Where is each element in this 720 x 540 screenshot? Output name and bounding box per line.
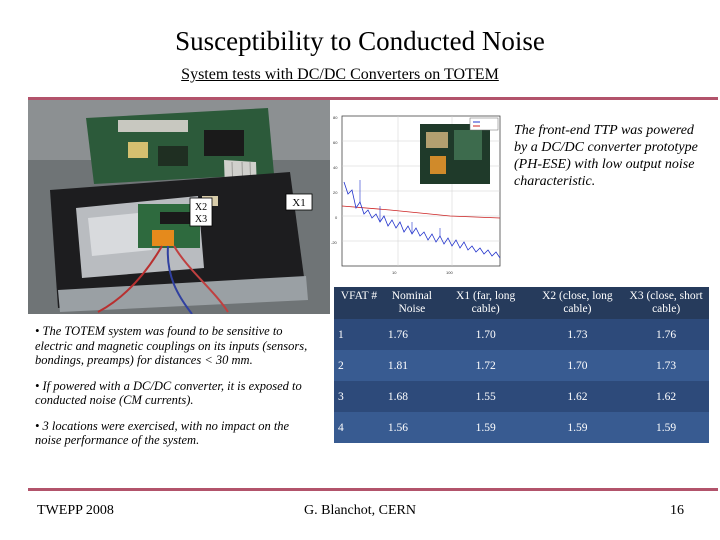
table-row: 4 1.56 1.59 1.59 1.59 (334, 412, 709, 443)
noise-spectrum-plot: 80 60 40 20 0 -20 10 100 (330, 110, 506, 282)
svg-text:40: 40 (333, 165, 338, 170)
table-cell: 1.55 (439, 381, 532, 412)
top-divider (28, 97, 718, 100)
bullet-list: • The TOTEM system was found to be sensi… (35, 324, 310, 459)
bottom-divider (28, 488, 718, 491)
table-cell: 3 (334, 381, 384, 412)
page-number: 16 (670, 503, 684, 518)
table-cell: 1.72 (439, 350, 532, 381)
table-cell: 1.62 (531, 381, 624, 412)
svg-text:10: 10 (392, 270, 397, 275)
svg-text:20: 20 (333, 190, 338, 195)
table-header-x2: X2 (close, long cable) (531, 287, 624, 319)
table-cell: 1.70 (439, 319, 532, 350)
table-cell: 1.59 (531, 412, 624, 443)
plot-axis-ticks: 80 60 40 20 0 -20 (331, 115, 338, 245)
table-row: 2 1.81 1.72 1.70 1.73 (334, 350, 709, 381)
label-x3: X3 (195, 214, 207, 225)
table-row: 1 1.76 1.70 1.73 1.76 (334, 319, 709, 350)
table-header-vfat: VFAT # (334, 287, 384, 319)
label-x2: X2 (195, 202, 207, 213)
bullet-item: • If powered with a DC/DC converter, it … (35, 378, 302, 408)
setup-photo-illustration: X2 X3 X1 (28, 100, 330, 314)
table-cell: 1.68 (383, 381, 440, 412)
table-header-row: VFAT # Nominal Noise X1 (far, long cable… (334, 287, 709, 319)
table-header-x3: X3 (close, short cable) (623, 287, 709, 319)
table-cell: 1.59 (623, 412, 709, 443)
table-cell: 1.73 (531, 319, 624, 350)
table-row: 3 1.68 1.55 1.62 1.62 (334, 381, 709, 412)
noise-results-table: VFAT # Nominal Noise X1 (far, long cable… (334, 287, 709, 443)
svg-text:80: 80 (333, 115, 338, 120)
table-cell: 2 (334, 350, 384, 381)
bullet-item: • 3 locations were exercised, with no im… (35, 418, 290, 448)
label-x1: X1 (292, 197, 305, 209)
table-cell: 1.59 (439, 412, 532, 443)
table-cell: 1.56 (383, 412, 440, 443)
footer-event: TWEPP 2008 (37, 503, 114, 518)
table-cell: 1.76 (383, 319, 440, 350)
table-header-nominal: Nominal Noise (383, 287, 440, 319)
table-cell: 4 (334, 412, 384, 443)
svg-text:60: 60 (333, 140, 338, 145)
noise-spectrum-graphic: 80 60 40 20 0 -20 10 100 (331, 115, 501, 275)
svg-text:-20: -20 (331, 240, 338, 245)
table-cell: 1.62 (623, 381, 709, 412)
table-cell: 1.70 (531, 350, 624, 381)
table-cell: 1.76 (623, 319, 709, 350)
converter-description: The front-end TTP was powered by a DC/DC… (514, 123, 698, 189)
bullet-item: • The TOTEM system was found to be sensi… (35, 324, 308, 367)
table-cell: 1.81 (383, 350, 440, 381)
setup-photo: X2 X3 X1 (28, 100, 330, 314)
table-header-x1: X1 (far, long cable) (439, 287, 532, 319)
svg-text:100: 100 (446, 270, 453, 275)
slide-title: Susceptibility to Conducted Noise (175, 26, 545, 56)
table-cell: 1 (334, 319, 384, 350)
svg-text:0: 0 (335, 215, 338, 220)
table-cell: 1.73 (623, 350, 709, 381)
slide-subtitle: System tests with DC/DC Converters on TO… (181, 66, 499, 83)
footer-author: G. Blanchot, CERN (304, 503, 416, 518)
